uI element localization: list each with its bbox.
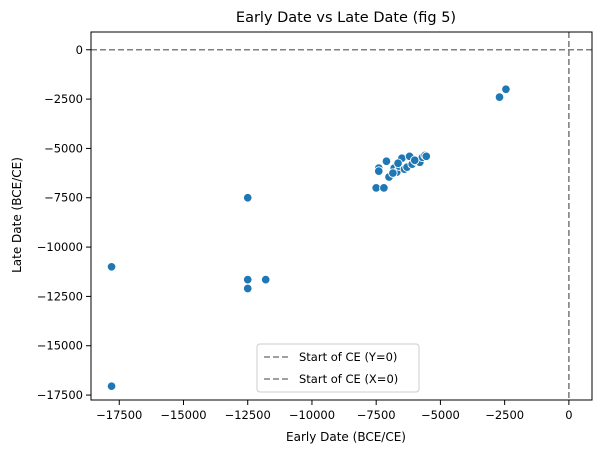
plot-area: −17500 −15000 −12500 −10000 −7500 −5000 −2500 0… xyxy=(37,31,593,422)
y-tick-label: −15000 xyxy=(37,339,83,353)
y-tick-label: −12500 xyxy=(37,289,83,303)
y-tick-label: −17500 xyxy=(37,388,83,402)
legend-entry-label: Start of CE (Y=0) xyxy=(299,350,397,364)
data-point xyxy=(260,274,271,285)
x-tick-label: −17500 xyxy=(96,408,142,422)
y-tick-label: −2500 xyxy=(44,92,83,106)
x-tick-label: −2500 xyxy=(485,408,524,422)
data-point xyxy=(242,274,253,285)
data-point xyxy=(374,166,384,176)
data-point xyxy=(106,381,117,391)
y-tick-label: −10000 xyxy=(37,240,83,254)
data-point xyxy=(242,192,253,203)
data-point xyxy=(106,262,117,272)
data-point xyxy=(494,92,505,102)
data-point xyxy=(393,158,403,168)
legend: Start of CE (Y=0) Start of CE (X=0) xyxy=(256,343,420,393)
data-point xyxy=(409,155,420,166)
x-tick-label: −7500 xyxy=(357,408,396,422)
x-tick-label: −5000 xyxy=(421,408,460,422)
data-point xyxy=(421,151,432,162)
data-point xyxy=(381,156,392,166)
x-tick-label: −15000 xyxy=(160,408,206,422)
y-axis-label: Late Date (BCE/CE) xyxy=(10,157,24,273)
x-tick-label: −12500 xyxy=(225,408,271,422)
x-tick-label: −10000 xyxy=(289,408,335,422)
x-tick-label: 0 xyxy=(565,408,572,422)
y-tick-label: 0 xyxy=(76,43,83,57)
data-point xyxy=(501,84,511,94)
data-point xyxy=(388,168,398,178)
y-tick-label: −5000 xyxy=(44,141,83,155)
legend-box xyxy=(256,343,420,393)
legend-entry-label: Start of CE (X=0) xyxy=(299,372,398,386)
plot-frame xyxy=(90,31,593,401)
data-point xyxy=(379,183,389,193)
x-axis-label: Early Date (BCE/CE) xyxy=(286,430,406,444)
y-tick-label: −7500 xyxy=(44,191,83,205)
chart-title: Early Date vs Late Date (fig 5) xyxy=(236,10,456,26)
data-point xyxy=(242,283,253,294)
